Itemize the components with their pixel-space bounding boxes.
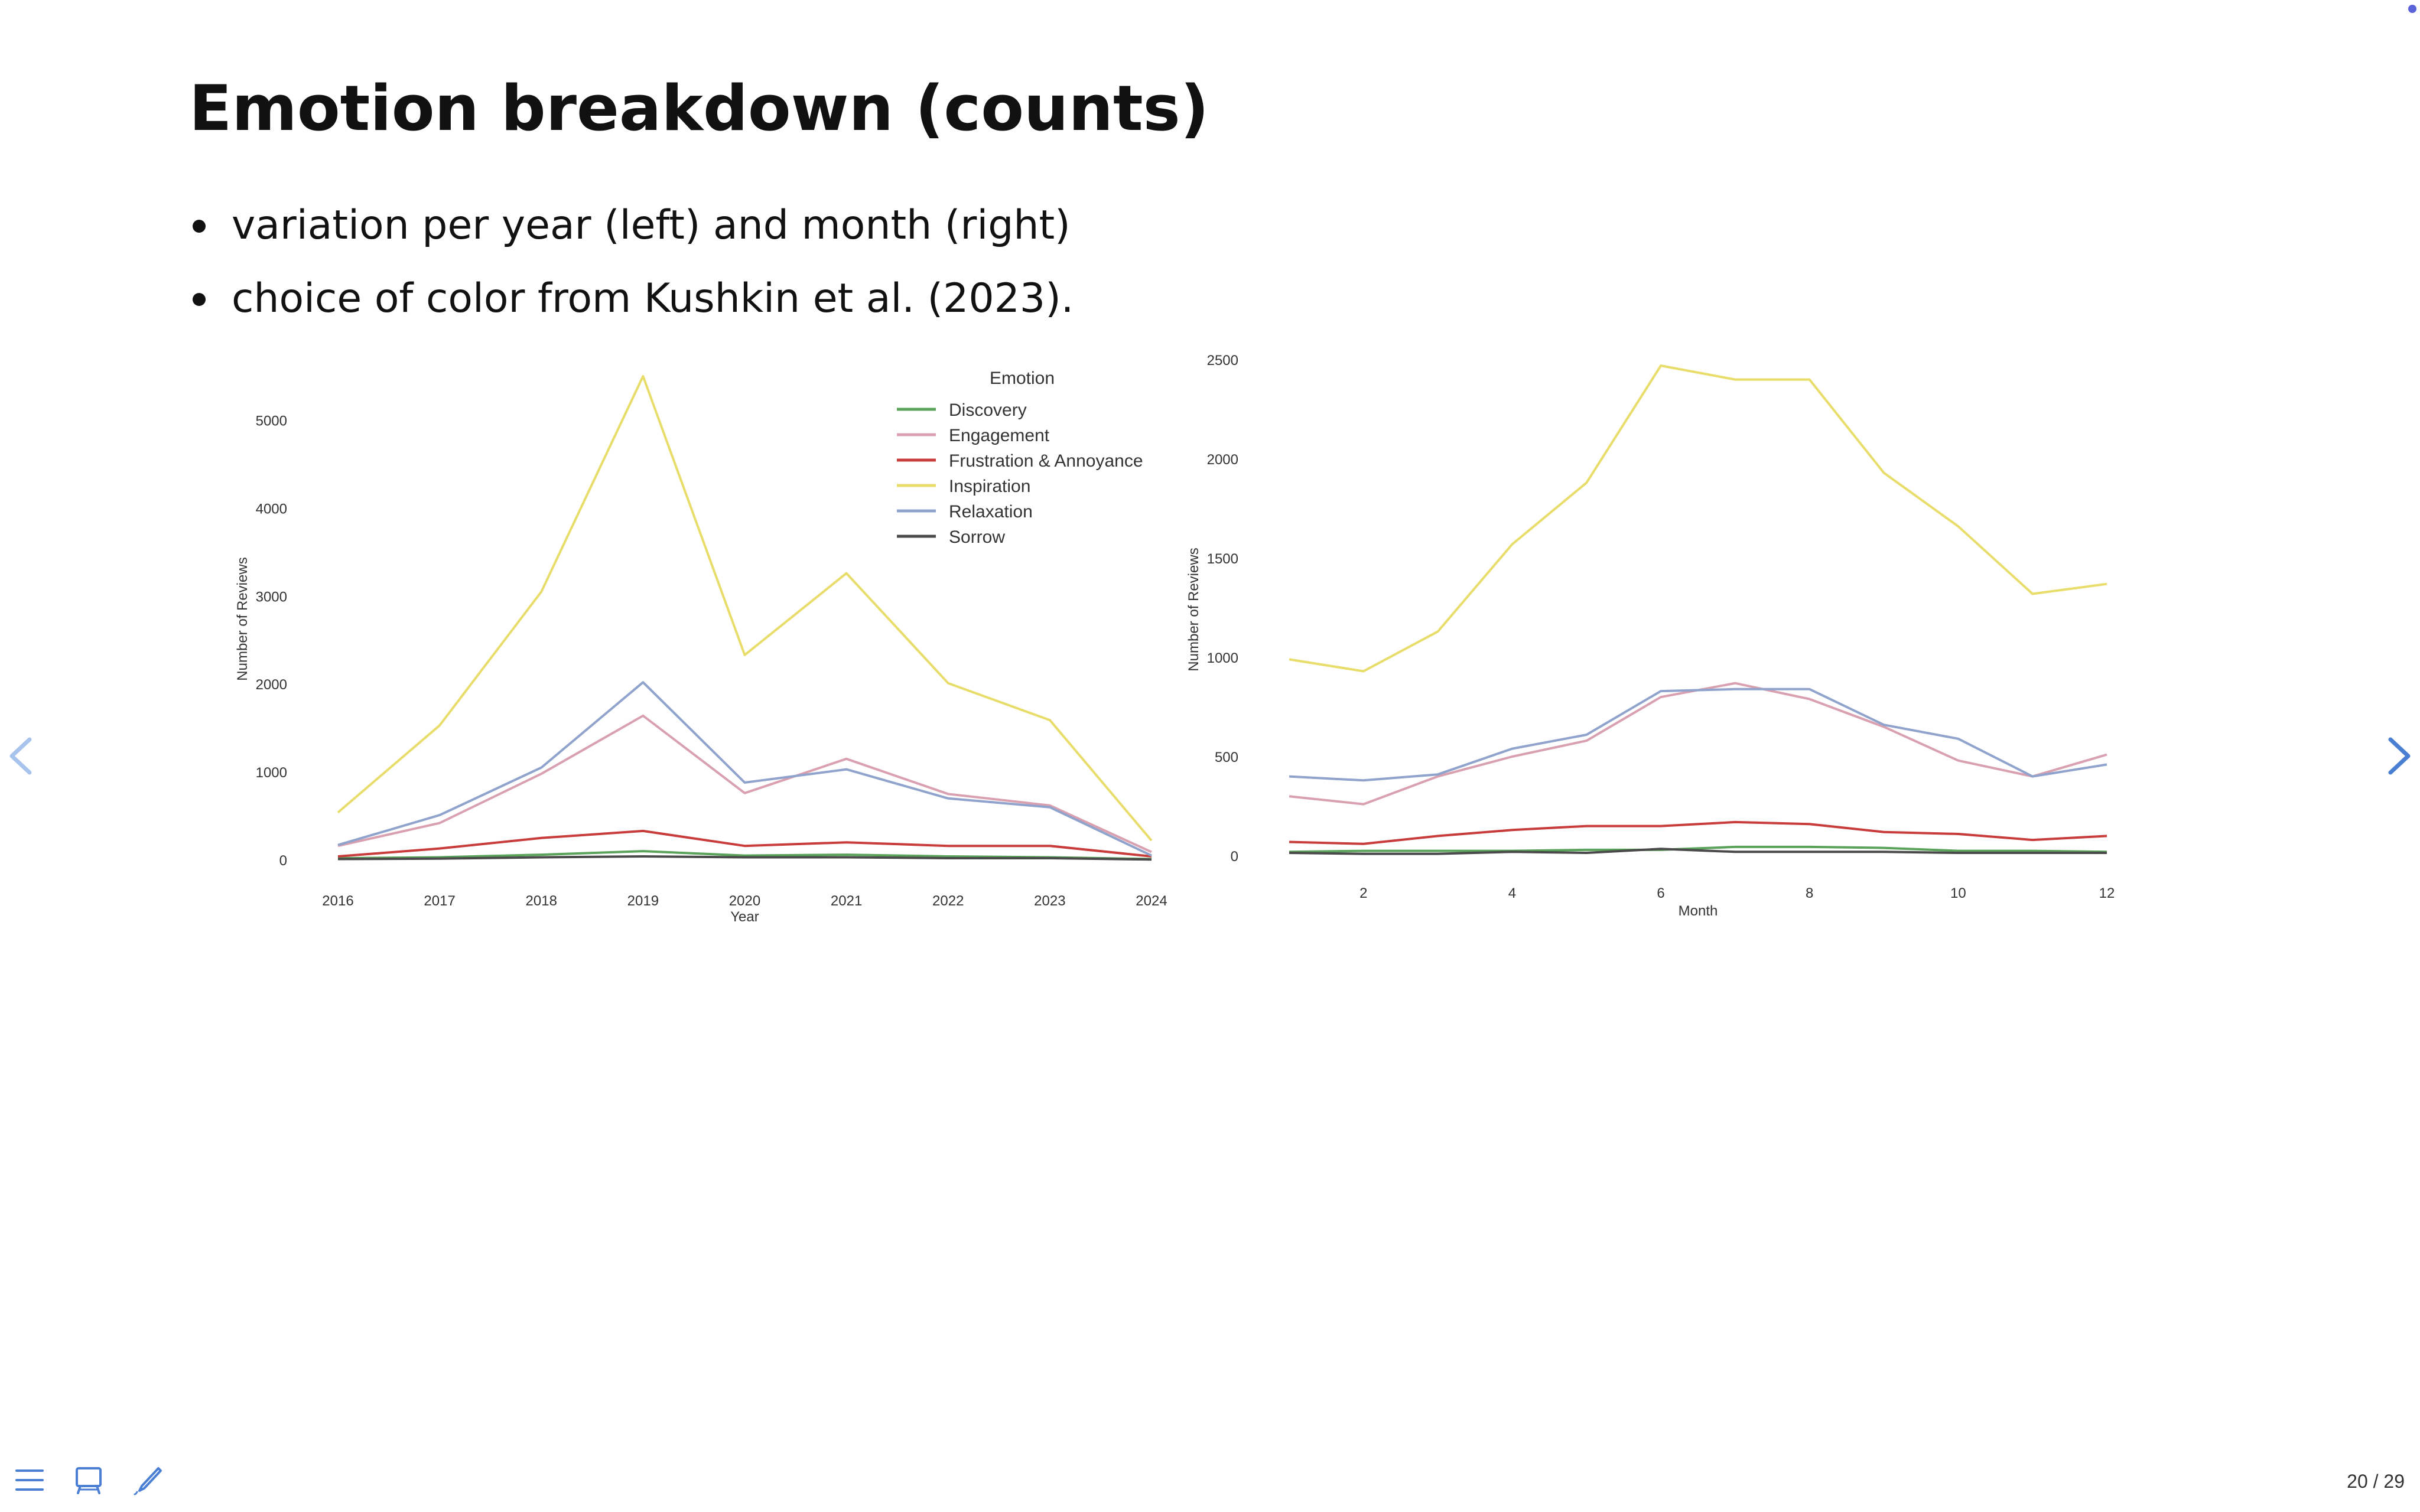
year-x-tick-label: 2019 [627, 893, 659, 909]
month-y-tick-label: 500 [1215, 750, 1238, 765]
month-series-line-engagement [1289, 682, 2107, 806]
legend-label-relaxation: Relaxation [949, 502, 1033, 522]
year-series-line-frustration-annoyance [337, 829, 1152, 858]
year-x-tick-label: 2021 [831, 893, 862, 909]
prev-slide-button[interactable] [0, 732, 47, 780]
month-y-tick-label: 1500 [1207, 551, 1238, 567]
slide-overview-icon [76, 1467, 102, 1494]
year-y-tick-label: 1000 [256, 765, 287, 781]
bullet-item: variation per year (left) and month (rig… [189, 189, 1074, 262]
legend-label-inspiration: Inspiration [949, 477, 1030, 496]
year-series-line-sorrow [337, 855, 1152, 861]
month-series-line-frustration-annoyance [1289, 820, 2107, 845]
month-y-tick-label: 2000 [1207, 452, 1238, 468]
slide-title: Emotion breakdown (counts) [189, 72, 1209, 145]
legend-label-frustration-annoyance: Frustration & Annoyance [949, 451, 1143, 471]
legend-label-sorrow: Sorrow [949, 527, 1005, 547]
year-x-tick-label: 2024 [1136, 893, 1167, 909]
status-dot [2408, 5, 2416, 13]
year-y-tick-label: 0 [279, 853, 287, 869]
next-slide-button[interactable] [2373, 732, 2420, 780]
year-x-tick-label: 2018 [526, 893, 557, 909]
month-x-tick-label: 12 [2099, 885, 2115, 901]
year-series-line-relaxation [337, 681, 1152, 857]
year-x-axis-label: Year [730, 909, 759, 925]
month-series-line-inspiration [1289, 364, 2107, 673]
slide-controls [13, 1464, 164, 1497]
legend-label-discovery: Discovery [949, 400, 1027, 420]
month-x-tick-label: 4 [1508, 885, 1516, 901]
year-y-tick-label: 3000 [256, 589, 287, 605]
year-series-line-inspiration [337, 375, 1153, 842]
month-x-axis-label: Month [1679, 903, 1718, 919]
bullet-list: variation per year (left) and month (rig… [189, 189, 1074, 335]
month-series-line-discovery [1289, 845, 2107, 853]
month-series-line-sorrow [1289, 848, 2107, 855]
month-y-tick-label: 2500 [1207, 353, 1238, 369]
legend-label-engagement: Engagement [949, 426, 1050, 445]
pen-icon [134, 1467, 162, 1495]
month-y-tick-label: 1000 [1207, 650, 1238, 666]
month-y-tick-label: 0 [1231, 849, 1238, 865]
menu-button[interactable] [13, 1464, 46, 1497]
legend-title: Emotion [990, 369, 1055, 388]
slide-overview-button[interactable] [72, 1464, 105, 1497]
year-series-line-discovery [337, 850, 1152, 861]
pen-button[interactable] [131, 1464, 164, 1497]
month-y-axis-label: Number of Reviews [1186, 548, 1202, 671]
month-x-tick-label: 2 [1359, 885, 1367, 901]
page-number: 20 / 29 [2347, 1471, 2405, 1492]
chevron-right-icon [2388, 737, 2411, 775]
year-y-tick-label: 2000 [256, 677, 287, 693]
year-x-tick-label: 2017 [424, 893, 455, 909]
year-x-tick-label: 2020 [729, 893, 760, 909]
year-x-tick-label: 2023 [1034, 893, 1065, 909]
year-x-tick-label: 2022 [932, 893, 964, 909]
year-y-tick-label: 4000 [256, 501, 287, 517]
menu-icon [15, 1469, 44, 1491]
month-series-line-relaxation [1289, 687, 2107, 782]
bullet-item: choice of color from Kushkin et al. (202… [189, 262, 1074, 335]
month-x-tick-label: 8 [1806, 885, 1813, 901]
chevron-left-icon [9, 737, 32, 775]
month-x-tick-label: 6 [1657, 885, 1664, 901]
year-y-tick-label: 5000 [256, 413, 287, 429]
year-x-tick-label: 2016 [322, 893, 353, 909]
year-y-axis-label: Number of Reviews [235, 557, 251, 680]
year-series-line-engagement [337, 714, 1152, 853]
month-x-tick-label: 10 [1950, 885, 1966, 901]
